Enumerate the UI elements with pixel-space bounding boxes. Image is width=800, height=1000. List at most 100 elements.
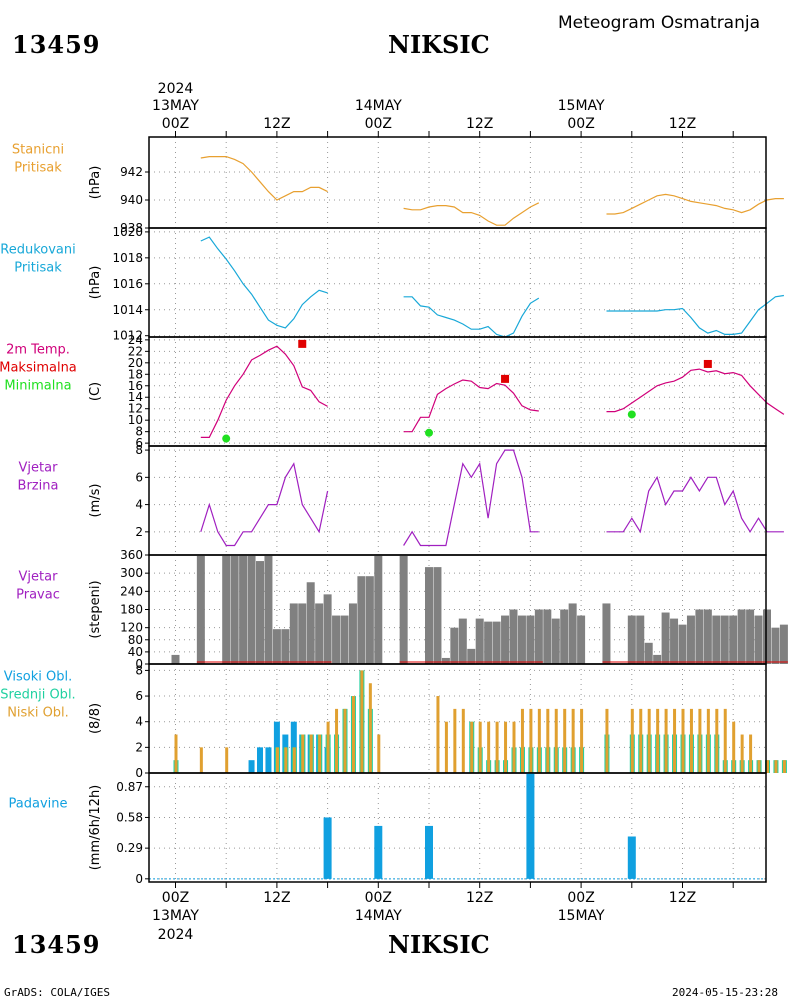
cloud-bar: [740, 734, 744, 773]
y-tick-label: 4: [135, 498, 143, 512]
wind-dir-bar: [644, 642, 653, 664]
series-line: [200, 156, 328, 201]
panel-label: Maksimalna: [0, 361, 77, 376]
cloud-bar: [605, 708, 609, 773]
cloud-bar: [639, 708, 643, 773]
panel-label: Niski Obl.: [7, 706, 69, 721]
y-axis-unit: (mm/6h/12h): [88, 785, 103, 871]
max-temp-marker: [501, 374, 510, 383]
station-id-bottom: 13459: [12, 930, 101, 959]
wind-dir-bar: [298, 603, 307, 664]
y-axis-unit: (m/s): [88, 484, 103, 518]
y-tick-label: 40: [128, 645, 143, 659]
wind-dir-bar: [196, 555, 205, 664]
wind-dir-bar: [230, 555, 239, 664]
cloud-bar: [326, 721, 330, 773]
y-tick-label: 0: [135, 766, 143, 780]
wind-dir-bar: [348, 603, 357, 664]
y-tick-label: 1020: [112, 225, 143, 239]
wind-dir-bar: [272, 629, 281, 664]
y-axis-unit: (hPa): [88, 166, 103, 200]
cloud-bar: [273, 721, 280, 773]
y-tick-label: 240: [120, 584, 143, 598]
y-tick-label: 940: [120, 193, 143, 207]
series-line: [606, 294, 784, 335]
wind-dir-bar: [222, 555, 231, 664]
y-tick-label: 1018: [112, 251, 143, 265]
y-tick-label: 942: [120, 165, 143, 179]
cloud-bar: [265, 747, 272, 773]
wind-dir-bar: [779, 624, 788, 664]
panel-label: Visoki Obl.: [4, 670, 72, 685]
precip-bar: [526, 773, 535, 879]
cloud-bar: [199, 747, 203, 773]
series-line: [200, 462, 329, 547]
panel-label: Minimalna: [4, 379, 71, 394]
x-date-label-top: 13MAY: [152, 98, 199, 114]
cloud-bar: [580, 708, 584, 773]
wind-dir-bar: [737, 609, 746, 664]
y-tick-label: 300: [120, 566, 143, 580]
wind-dir-bar: [602, 603, 611, 664]
cloud-bar: [436, 696, 440, 773]
y-tick-label: 938: [120, 221, 143, 235]
panel-label: Vjetar: [19, 461, 59, 476]
cloud-bar: [630, 708, 634, 773]
y-tick-label: 0.29: [116, 841, 143, 855]
cloud-bar: [563, 708, 567, 773]
cloud-bar: [377, 734, 381, 773]
x-hour-label-bottom: 00Z: [567, 890, 594, 906]
x-hour-label-top: 00Z: [365, 116, 392, 132]
cloud-bar: [444, 721, 448, 773]
wind-dir-bar: [458, 618, 467, 664]
cloud-bar: [309, 734, 313, 773]
series-line: [200, 236, 328, 329]
wind-dir-bar: [433, 567, 442, 664]
y-tick-label: 14: [128, 390, 143, 404]
y-tick-label: 8: [135, 663, 143, 677]
cloud-bar: [225, 747, 229, 773]
wind-dir-bar: [746, 609, 755, 664]
panel-label: Pritisak: [14, 261, 62, 276]
wind-dir-bar: [399, 555, 408, 664]
cloud-bar: [546, 708, 550, 773]
y-tick-label: 16: [128, 379, 143, 393]
x-hour-label-bottom: 12Z: [466, 890, 493, 906]
cloud-bar: [495, 721, 499, 773]
series-line: [403, 202, 540, 226]
wind-dir-bar: [264, 555, 273, 664]
series-line: [606, 193, 784, 215]
wind-dir-bar: [686, 615, 695, 664]
max-temp-marker: [703, 359, 712, 368]
cloud-bar: [461, 708, 465, 773]
x-date-label-bottom: 15MAY: [558, 908, 605, 924]
cloud-bar: [673, 708, 677, 773]
wind-dir-bar: [441, 657, 450, 664]
wind-dir-bar: [374, 555, 383, 664]
y-tick-label: 1012: [112, 329, 143, 343]
panel-frame: [148, 445, 767, 556]
y-tick-label: 8: [135, 443, 143, 457]
y-tick-label: 12: [128, 402, 143, 416]
wind-dir-bar: [627, 615, 636, 664]
panel-label: Vjetar: [19, 570, 59, 585]
panel-label: Srednji Obl.: [0, 688, 75, 703]
cloud-bar: [706, 708, 710, 773]
wind-dir-bar: [712, 615, 721, 664]
panel-label: Pravac: [16, 588, 60, 603]
wind-dir-bar: [560, 609, 569, 664]
y-tick-label: 0.58: [116, 810, 143, 824]
wind-dir-bar: [729, 615, 738, 664]
cloud-bar: [512, 721, 516, 773]
cloud-bar: [504, 721, 508, 773]
y-tick-label: 4: [135, 715, 143, 729]
wind-dir-bar: [256, 561, 264, 664]
cloud-bar: [292, 747, 296, 773]
panel-frame: [148, 136, 767, 229]
wind-dir-bar: [484, 621, 493, 664]
series-line: [403, 296, 540, 338]
credit-text: GrADS: COLA/IGES: [4, 986, 110, 999]
x-date-label-bottom: 13MAY: [152, 908, 199, 924]
wind-dir-bar: [450, 627, 459, 664]
cloud-bar: [537, 708, 541, 773]
